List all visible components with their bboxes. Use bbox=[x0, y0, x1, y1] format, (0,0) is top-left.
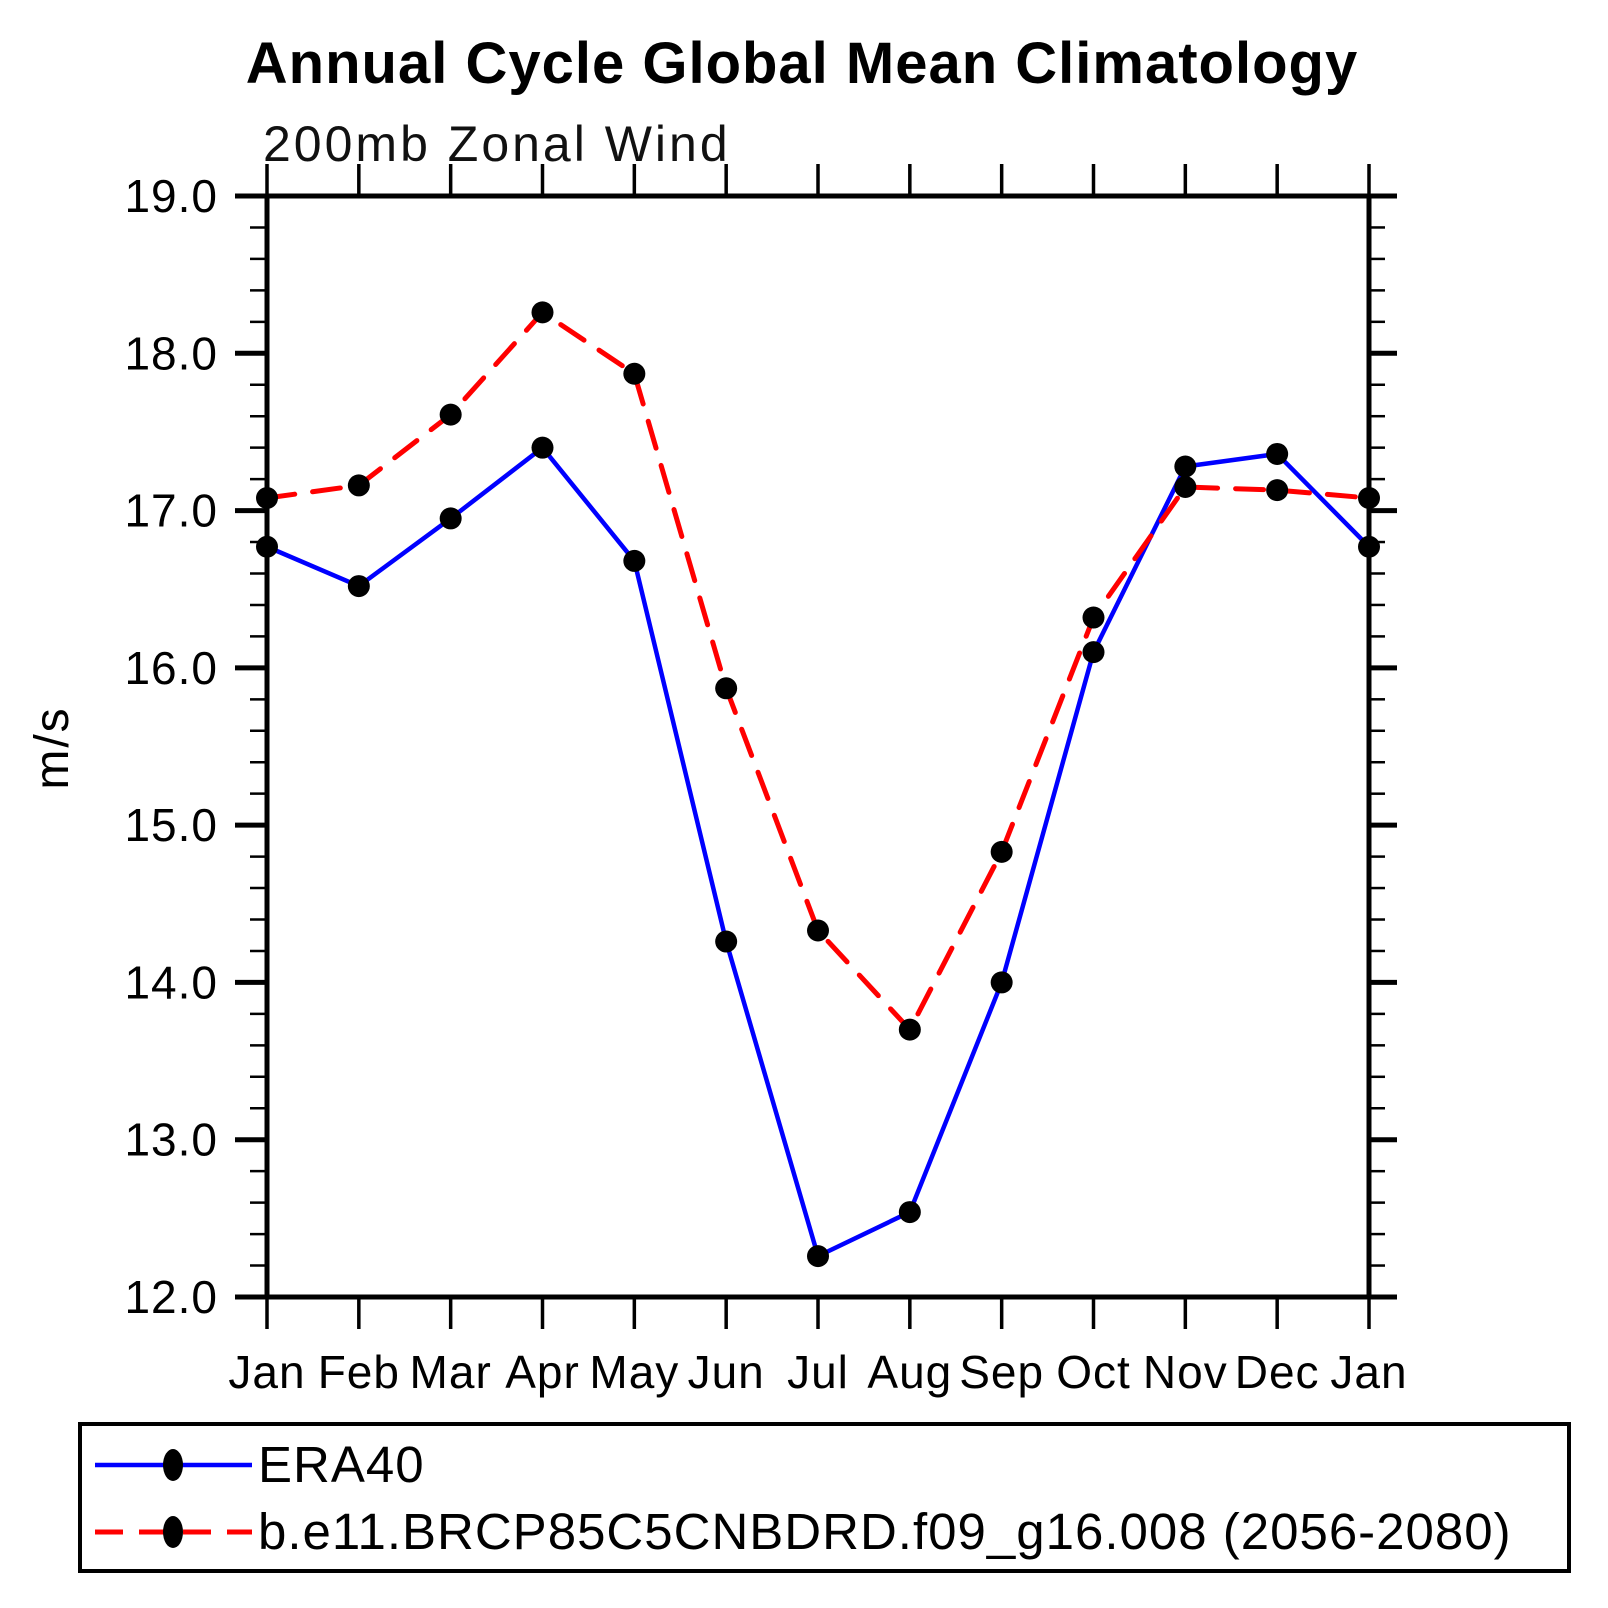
x-axis-tick-label: Mar bbox=[410, 1346, 492, 1398]
y-axis-tick-label: 18.0 bbox=[124, 327, 218, 379]
axis-ticks bbox=[235, 164, 1397, 1329]
x-axis-tick-label: Apr bbox=[505, 1346, 580, 1398]
data-point-marker bbox=[347, 575, 370, 598]
data-point-marker bbox=[1358, 486, 1380, 509]
x-axis-tick-label: Jan bbox=[228, 1346, 305, 1398]
data-point-marker bbox=[807, 1245, 829, 1268]
y-axis-tick-label: 16.0 bbox=[124, 642, 218, 694]
legend-marker bbox=[163, 1516, 183, 1548]
axes bbox=[264, 193, 1372, 1300]
data-point-marker bbox=[256, 535, 278, 558]
x-axis-tick-label: May bbox=[589, 1346, 679, 1398]
data-point-marker bbox=[1266, 479, 1289, 502]
data-point-marker bbox=[898, 1201, 921, 1224]
legend-marker bbox=[163, 1449, 183, 1481]
data-point-marker bbox=[531, 436, 554, 459]
x-axis-tick-label: Feb bbox=[318, 1346, 400, 1398]
x-axis-tick-label: Nov bbox=[1143, 1346, 1228, 1398]
series-line-era40 bbox=[264, 445, 1372, 1259]
data-point-marker bbox=[1174, 455, 1197, 478]
data-point-marker bbox=[1082, 606, 1105, 629]
legend: ERA40 b.e11.BRCP85C5CNBDRD.f09_g16.008 (2… bbox=[78, 1422, 1571, 1573]
chart-subtitle: 200mb Zonal Wind bbox=[263, 116, 731, 172]
data-point-marker bbox=[1266, 442, 1289, 465]
data-point-marker bbox=[715, 677, 738, 700]
x-axis-tick-label: Jan bbox=[1330, 1346, 1407, 1398]
x-axis-tick-label: Jul bbox=[787, 1346, 849, 1398]
series-lines bbox=[264, 309, 1372, 1259]
legend-box bbox=[78, 1422, 1571, 1573]
y-axis-tick-label: 19.0 bbox=[124, 170, 218, 222]
data-point-marker bbox=[715, 930, 738, 953]
x-axis-tick-label: Dec bbox=[1235, 1346, 1320, 1398]
legend-label: ERA40 bbox=[258, 1436, 425, 1493]
y-axis-tick-label: 14.0 bbox=[124, 956, 218, 1008]
y-axis-tick-label: 15.0 bbox=[124, 799, 218, 851]
data-point-marker bbox=[347, 474, 370, 497]
data-point-markers bbox=[256, 301, 1380, 1268]
x-axis-tick-label: Oct bbox=[1056, 1346, 1131, 1398]
data-point-marker bbox=[439, 403, 462, 426]
y-axis-label: m/s bbox=[26, 706, 79, 789]
y-axis-tick-label: 12.0 bbox=[124, 1271, 218, 1323]
data-point-marker bbox=[623, 362, 646, 385]
y-axis-tick-label: 17.0 bbox=[124, 485, 218, 537]
data-point-marker bbox=[531, 301, 554, 324]
x-axis-tick-label: Jun bbox=[688, 1346, 765, 1398]
data-point-marker bbox=[439, 507, 462, 530]
data-point-marker bbox=[623, 549, 646, 572]
data-point-marker bbox=[898, 1018, 921, 1041]
chart-title: Annual Cycle Global Mean Climatology bbox=[246, 31, 1358, 96]
data-point-marker bbox=[1358, 535, 1380, 558]
data-point-marker bbox=[990, 840, 1013, 863]
data-point-marker bbox=[1174, 475, 1197, 498]
data-point-marker bbox=[807, 919, 829, 942]
y-axis-tick-label: 13.0 bbox=[124, 1114, 218, 1166]
plot-frame bbox=[264, 193, 1372, 1300]
data-point-marker bbox=[990, 971, 1013, 994]
data-point-marker bbox=[1082, 641, 1105, 664]
x-axis-tick-label: Sep bbox=[959, 1346, 1044, 1398]
data-point-marker bbox=[256, 486, 278, 509]
x-axis-tick-label: Aug bbox=[867, 1346, 952, 1398]
legend-label: b.e11.BRCP85C5CNBDRD.f09_g16.008 (2056-2… bbox=[258, 1503, 1512, 1560]
